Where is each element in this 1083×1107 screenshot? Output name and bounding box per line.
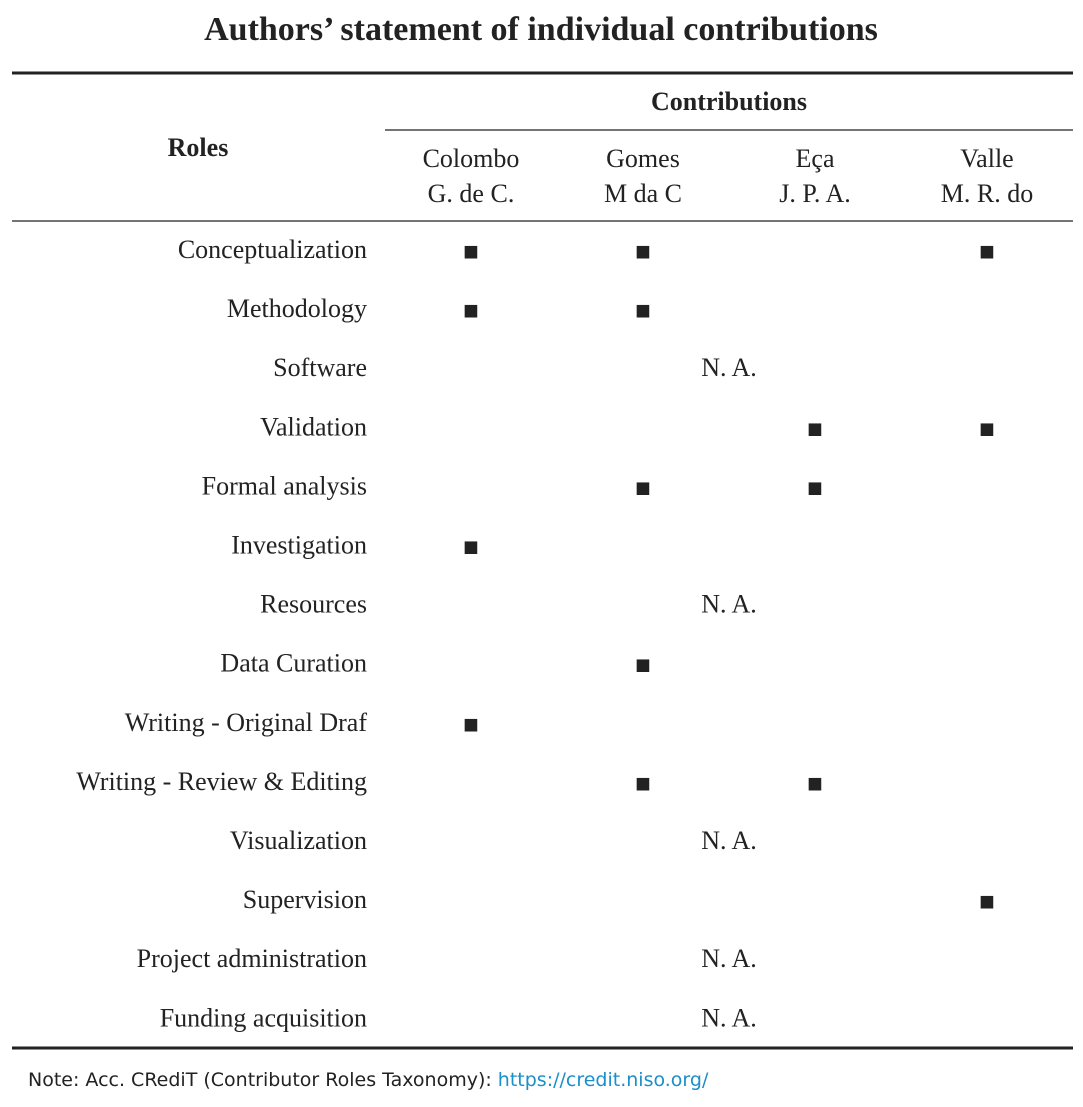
contribution-mark: ■ xyxy=(635,651,651,680)
author-name: Eça xyxy=(796,144,835,173)
contribution-mark: ■ xyxy=(463,296,479,325)
roles-header: Roles xyxy=(168,133,229,162)
contribution-mark: ■ xyxy=(463,710,479,739)
author-name: M da C xyxy=(604,179,682,208)
role-label: Data Curation xyxy=(220,649,367,678)
author-name: Gomes xyxy=(606,144,680,173)
footnote-link[interactable]: https://credit.niso.org/ xyxy=(498,1069,709,1091)
contribution-mark: ■ xyxy=(635,296,651,325)
footnote: Note: Acc. CRediT (Contributor Roles Tax… xyxy=(28,1069,709,1091)
author-name: Valle xyxy=(960,144,1013,173)
role-label: Writing - Review & Editing xyxy=(76,767,367,796)
role-label: Resources xyxy=(260,590,367,619)
contribution-mark: ■ xyxy=(979,887,995,916)
footnote-text: Note: Acc. CRediT (Contributor Roles Tax… xyxy=(28,1069,498,1091)
not-applicable: N. A. xyxy=(701,353,757,382)
title: Authors’ statement of individual contrib… xyxy=(204,11,878,48)
author-name: M. R. do xyxy=(941,179,1033,208)
contribution-mark: ■ xyxy=(463,532,479,561)
not-applicable: N. A. xyxy=(701,944,757,973)
not-applicable: N. A. xyxy=(701,590,757,619)
role-label: Investigation xyxy=(231,530,367,559)
role-label: Supervision xyxy=(243,885,367,914)
not-applicable: N. A. xyxy=(701,826,757,855)
contribution-mark: ■ xyxy=(979,237,995,266)
role-label: Conceptualization xyxy=(178,235,367,264)
author-name: Colombo xyxy=(423,144,520,173)
role-label: Validation xyxy=(260,412,367,441)
contribution-mark: ■ xyxy=(463,237,479,266)
author-name: G. de C. xyxy=(428,179,515,208)
contribution-mark: ■ xyxy=(635,769,651,798)
role-label: Writing - Original Draf xyxy=(125,708,368,737)
role-label: Software xyxy=(273,353,367,382)
not-applicable: N. A. xyxy=(701,1003,757,1032)
contribution-mark: ■ xyxy=(807,769,823,798)
contribution-mark: ■ xyxy=(635,473,651,502)
contribution-mark: ■ xyxy=(979,414,995,443)
role-label: Visualization xyxy=(230,826,367,855)
contribution-mark: ■ xyxy=(807,473,823,502)
role-label: Methodology xyxy=(227,294,367,323)
author-name: J. P. A. xyxy=(779,179,851,208)
contributions-header: Contributions xyxy=(651,87,807,116)
role-label: Project administration xyxy=(137,944,367,973)
contribution-mark: ■ xyxy=(635,237,651,266)
role-label: Funding acquisition xyxy=(160,1003,367,1032)
role-label: Formal analysis xyxy=(202,471,367,500)
contribution-mark: ■ xyxy=(807,414,823,443)
